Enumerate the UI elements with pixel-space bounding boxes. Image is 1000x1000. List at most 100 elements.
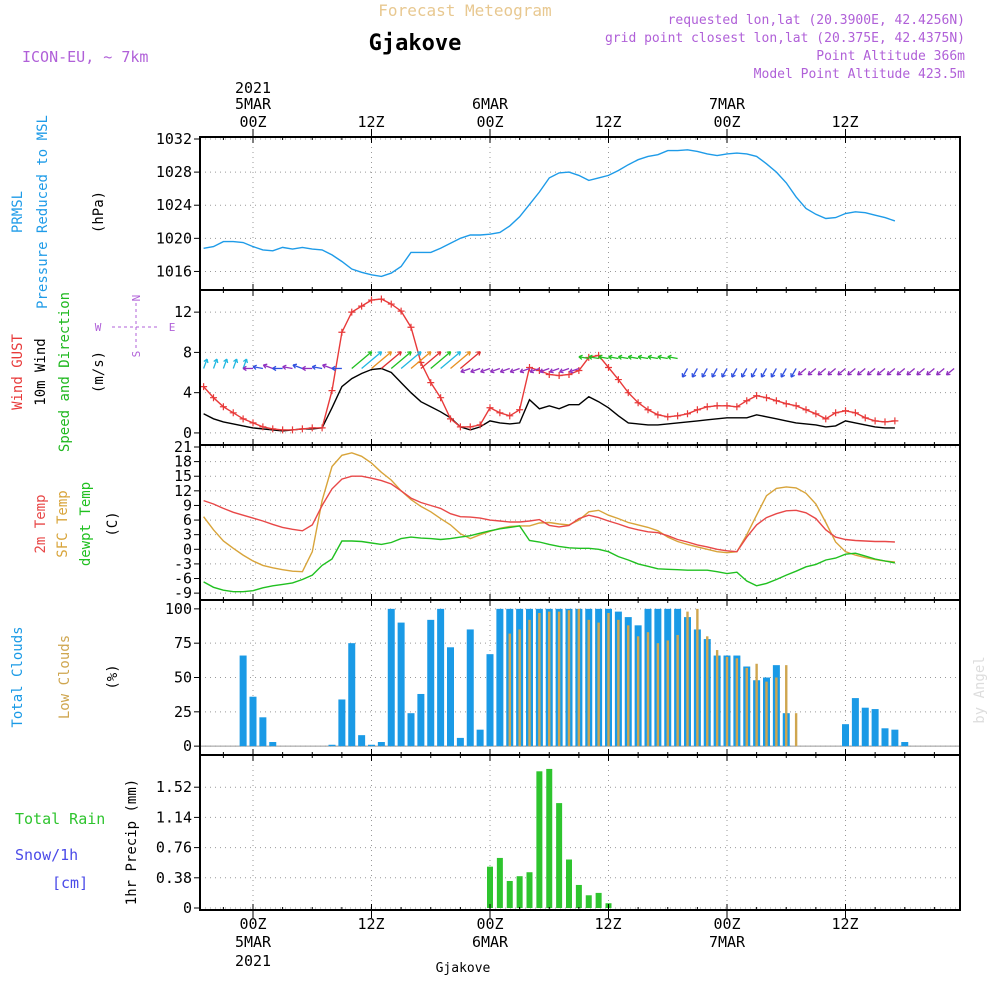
cloud-total-bar <box>338 699 346 747</box>
wind-direction-arrow <box>312 366 323 370</box>
cloud-low-bar <box>597 622 600 747</box>
wind-direction-arrowhead <box>701 373 707 378</box>
wind-direction-arrow <box>770 368 777 378</box>
wind-direction-arrow <box>559 367 570 373</box>
wind-direction-arrowhead <box>617 354 623 360</box>
wind-direction-arrow <box>490 367 501 373</box>
bottom-hour-6: 12Z <box>831 915 858 933</box>
rain-bar <box>536 771 543 908</box>
wind-direction-arrow <box>222 358 228 369</box>
cloud-total-bar <box>407 713 415 747</box>
y-tick-label: 12 <box>174 303 192 321</box>
top-hour-6: 12Z <box>831 113 858 131</box>
wind-gust-line-point <box>358 302 366 310</box>
wind-direction-arrowhead <box>837 370 842 376</box>
wind-direction-arrow <box>618 356 629 360</box>
cloud-low-bar <box>755 663 758 747</box>
cloud-low-bar <box>587 619 590 747</box>
y-tick-label: 0 <box>183 424 192 442</box>
wind-direction-arrow <box>480 367 491 373</box>
wind-direction-arrowhead <box>282 364 287 370</box>
wind-direction-arrowhead <box>926 370 931 376</box>
bottom-year: 2021 <box>235 952 271 970</box>
wind-direction-arrowhead <box>559 368 564 374</box>
wind-direction-arrow <box>667 356 678 360</box>
wind-gust-line-point <box>229 409 237 417</box>
wind-gust-line-point <box>624 389 632 397</box>
wind-direction-arrowhead <box>740 373 746 378</box>
y-tick-label: 1024 <box>156 196 192 214</box>
wind-direction-arrowhead <box>509 368 515 374</box>
top-year: 2021 <box>235 79 271 97</box>
wind-direction-arrowhead <box>377 351 383 356</box>
y-tick-label: 1032 <box>156 130 192 148</box>
y-tick-label: 1.14 <box>156 808 192 826</box>
y-tick-label: 1016 <box>156 262 192 280</box>
wind-direction-arrowhead <box>598 354 603 360</box>
wind-gust-line-point <box>664 413 672 421</box>
wind-direction-arrow <box>657 356 668 360</box>
wind-direction-arrowhead <box>945 370 951 376</box>
cloud-total-bar <box>851 698 859 747</box>
wind-direction-arrow <box>638 356 649 360</box>
wind-direction-arrowhead <box>387 351 393 356</box>
cloud-total-bar <box>259 717 267 747</box>
wind-gust-line-point <box>792 402 800 410</box>
y-tick-label: 6 <box>183 511 192 529</box>
y-tick-label: 0.38 <box>156 869 192 887</box>
wind-direction-arrowhead <box>499 368 505 374</box>
cloud-low-bar <box>567 610 571 747</box>
cloud-low-bar <box>696 608 699 747</box>
y-tick-label: 12 <box>174 482 192 500</box>
wind-direction-arrowhead <box>935 370 941 376</box>
wind-gust-line-point <box>891 417 899 425</box>
wind-direction-arrowhead <box>627 354 633 360</box>
cloud-total-bar <box>397 622 405 747</box>
cloud-total-bar <box>871 709 879 747</box>
y-tick-label: 1020 <box>156 229 192 247</box>
cloud-total-bar <box>891 729 899 747</box>
wind-direction-arrow <box>780 368 787 378</box>
cloud-low-bar <box>725 656 729 747</box>
wind-gust-line-point <box>526 364 533 371</box>
wind-direction-arrowhead <box>489 368 495 374</box>
wind-direction-arrowhead <box>886 370 892 376</box>
wind-gust-line-point <box>377 295 385 303</box>
wind-direction-arrowhead <box>647 354 652 360</box>
wind-direction-arrowhead <box>866 370 872 376</box>
wind-gust-line-point <box>832 409 840 417</box>
wind-direction-arrow <box>549 367 560 373</box>
wind-direction-arrowhead <box>529 368 535 374</box>
temp-label-2m: 2m Temp <box>33 494 49 553</box>
top-date-1: 5MAR <box>235 95 272 113</box>
wind-gust-line-point <box>427 379 435 387</box>
rain-bar <box>526 872 533 908</box>
wind-gust-line-point <box>289 426 296 434</box>
wind-compass-rose: N S W E <box>95 295 176 358</box>
cloud-low-bar <box>666 640 669 747</box>
wind-gust-line-point <box>496 409 504 417</box>
cloud-total-bar <box>249 696 257 747</box>
wind-direction-arrow <box>946 367 955 376</box>
wind-direction-arrow <box>203 358 208 369</box>
y-tick-label: 1.52 <box>156 778 192 796</box>
wind-gust-line-point <box>219 403 227 411</box>
wind-direction-arrow <box>390 351 412 369</box>
wind-gust-line-point <box>545 371 553 379</box>
y-tick-label: 1028 <box>156 163 192 181</box>
product-title: Forecast Meteogram <box>378 1 551 20</box>
cloud-total-bar <box>901 742 909 747</box>
cloud-low-bar <box>636 636 640 747</box>
wind-gust-line-point <box>802 406 810 414</box>
wind-direction-arrow <box>807 367 817 376</box>
wind-direction-arrow <box>470 367 481 373</box>
y-tick-label: -3 <box>174 555 192 573</box>
wind-direction-arrowhead <box>262 363 268 369</box>
wind-direction-arrowhead <box>790 373 795 378</box>
wind-direction-arrowhead <box>770 373 776 378</box>
wind-gust-line-point <box>782 400 790 408</box>
wind-direction-arrowhead <box>416 351 422 356</box>
wind-direction-arrowhead <box>906 370 912 376</box>
compass-n-label: N <box>130 295 143 302</box>
